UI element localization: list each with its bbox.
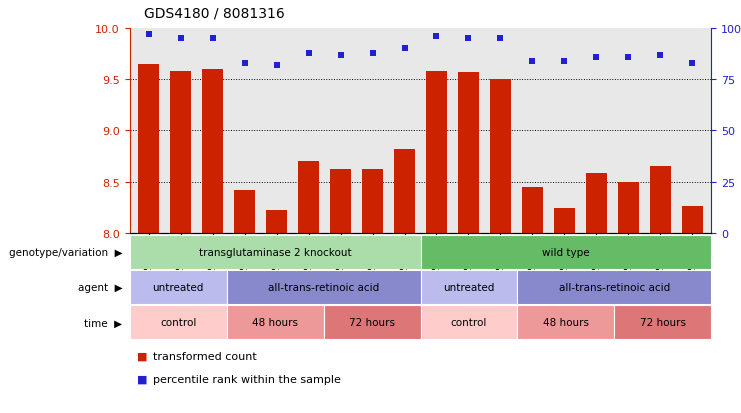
Text: untreated: untreated [153,282,204,292]
Bar [421,271,517,304]
Point [399,46,411,52]
Text: untreated: untreated [443,282,495,292]
Bar [330,170,351,413]
Point [686,60,698,67]
Text: transglutaminase 2 knockout: transglutaminase 2 knockout [199,247,351,257]
Point [431,34,442,40]
Bar [227,271,421,304]
Text: genotype/variation  ▶: genotype/variation ▶ [9,247,122,257]
Bar [554,209,575,413]
Point [303,50,315,57]
Text: time  ▶: time ▶ [84,318,122,328]
Bar [614,306,711,339]
Point [526,58,538,65]
Point [239,60,250,67]
Point [207,36,219,43]
Bar [426,72,447,413]
Bar [490,80,511,413]
Point [591,54,602,61]
Text: GDS4180 / 8081316: GDS4180 / 8081316 [144,7,285,21]
Text: control: control [160,318,196,328]
Text: 72 hours: 72 hours [349,318,395,328]
Point [143,32,155,38]
Bar [130,306,227,339]
Bar [517,306,614,339]
Point [462,36,474,43]
Point [559,58,571,65]
Bar [458,73,479,413]
Point [494,36,506,43]
Bar [362,170,383,413]
Text: control: control [451,318,487,328]
Point [335,52,347,59]
Bar [650,167,671,413]
Bar [266,211,287,413]
Text: ■: ■ [137,351,147,361]
Text: ■: ■ [137,374,147,384]
Bar [522,188,542,413]
Bar [682,207,702,413]
Bar [227,306,324,339]
Text: wild type: wild type [542,247,590,257]
Bar [618,182,639,413]
Bar [202,70,223,413]
Text: percentile rank within the sample: percentile rank within the sample [153,374,342,384]
Text: 48 hours: 48 hours [543,318,589,328]
Point [367,50,379,57]
Text: 48 hours: 48 hours [252,318,298,328]
Bar [139,65,159,413]
Point [654,52,666,59]
Bar [234,190,255,413]
Text: transformed count: transformed count [153,351,257,361]
Point [270,62,282,69]
Text: agent  ▶: agent ▶ [78,282,122,292]
Bar [394,150,415,413]
Bar [299,162,319,413]
Bar [130,271,227,304]
Bar [421,306,517,339]
Text: all-trans-retinoic acid: all-trans-retinoic acid [268,282,379,292]
Bar [586,174,607,413]
Bar [130,235,421,269]
Bar [170,72,191,413]
Bar [421,235,711,269]
Text: all-trans-retinoic acid: all-trans-retinoic acid [559,282,670,292]
Bar [517,271,711,304]
Text: 72 hours: 72 hours [640,318,686,328]
Point [622,54,634,61]
Bar [324,306,421,339]
Point [175,36,187,43]
